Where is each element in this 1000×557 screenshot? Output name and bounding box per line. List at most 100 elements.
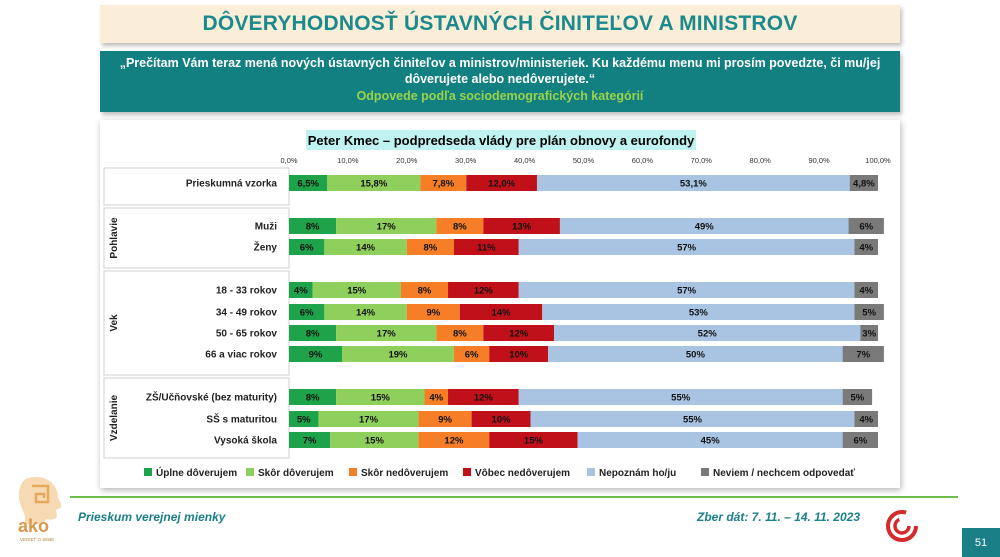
bar-segment [577,432,843,448]
bar-segment [854,411,878,427]
bar-segment [530,411,855,427]
bar-segment [559,218,849,234]
legend-swatch [246,468,254,476]
bar-value-label: 57% [677,286,697,297]
bar-value-label: 8% [453,329,467,340]
bar-segment [860,325,878,341]
bar-value-label: 57% [677,243,697,254]
row-label: SŠ s maturitou [206,413,277,426]
bar-value-label: 7% [303,436,317,447]
bar-segment [336,325,437,341]
bar-segment [542,304,855,320]
bar-value-label: 6% [300,308,314,319]
question-text: „Prečítam Vám teraz mená nových ústavnýc… [119,56,881,86]
legend-swatch [463,468,471,476]
bar-value-label: 49% [695,222,715,233]
bar-segment [327,175,421,191]
bar-value-label: 9% [438,415,452,426]
bar-value-label: 45% [701,436,721,447]
bar-value-label: 15,8% [360,179,387,190]
bar-value-label: 4,8% [853,179,875,190]
bar-segment [289,304,325,320]
bar-value-label: 4% [859,415,873,426]
x-tick-label: 60,0% [632,156,654,165]
bar-value-label: 6% [300,243,314,254]
bar-value-label: 52% [698,329,718,340]
bar-value-label: 17% [377,222,397,233]
x-tick-label: 90,0% [808,156,830,165]
bar-segment [289,346,343,362]
bar-value-label: 8% [423,243,437,254]
x-tick-label: 20,0% [396,156,418,165]
bar-segment [471,411,531,427]
bar-value-label: 4% [429,393,443,404]
bar-segment [854,239,878,255]
bar-segment [848,218,884,234]
legend-label: Nepoznám ho/ju [599,468,676,479]
bar-segment [448,389,519,405]
bar-value-label: 14% [492,308,512,319]
bar-value-label: 6% [465,350,479,361]
chart-title: Peter Kmec – podpredseda vlády pre plán … [306,130,696,150]
bar-segment [289,389,337,405]
bar-value-label: 12% [444,436,464,447]
bar-value-label: 4% [859,243,873,254]
row-label: Prieskumná vzorka [186,179,278,190]
bar-segment [418,411,472,427]
group-box [103,270,290,376]
bar-segment [436,218,484,234]
bar-value-label: 15% [347,286,367,297]
bar-segment [289,175,328,191]
bar-segment [448,282,519,298]
bar-value-label: 7,8% [432,179,454,190]
ako-logo: ako VEDIEŤ O SEBE [18,476,62,542]
legend-swatch [701,468,709,476]
row-label: 66 a viac rokov [205,350,277,361]
bar-value-label: 11% [477,243,496,254]
bar-segment [453,346,490,362]
bar-segment [289,282,313,298]
bar-segment [483,325,555,341]
row-label: ZŠ/Učňovské (bez maturity) [146,391,277,404]
bar-segment [318,411,419,427]
bar-segment [330,432,419,448]
bar-segment [424,389,449,405]
bar-value-label: 7% [856,350,870,361]
bar-value-label: 3% [862,329,876,340]
bar-segment [324,304,407,320]
bar-segment [453,239,519,255]
group-label: Pohlavie [109,217,120,259]
bar-value-label: 17% [359,415,379,426]
bar-segment [289,239,325,255]
bar-value-label: 12,0% [488,179,515,190]
legend-swatch [587,468,595,476]
bar-segment [518,389,843,405]
page-title: DÔVERYHODNOSŤ ÚSTAVNÝCH ČINITEĽOV A MINI… [202,12,798,35]
row-label: 34 - 49 rokov [216,308,278,319]
bar-value-label: 8% [306,222,320,233]
head-silhouette-icon [18,476,62,524]
bar-value-label: 5% [297,415,311,426]
page-number: 51 [962,528,1000,557]
bar-value-label: 5% [862,308,876,319]
bar-segment [324,239,407,255]
x-tick-label: 10,0% [337,156,359,165]
x-tick-label: 80,0% [750,156,772,165]
bar-segment [420,175,467,191]
bar-value-label: 10% [509,350,529,361]
bar-value-label: 55% [683,415,703,426]
bar-segment [548,346,843,362]
bar-segment [289,411,319,427]
logo-text: ako [18,516,49,536]
bar-value-label: 55% [671,393,691,404]
bar-segment [842,432,878,448]
bar-value-label: 12% [474,286,494,297]
bar-value-label: 53% [689,308,709,319]
bar-value-label: 4% [294,286,308,297]
bar-value-label: 12% [509,329,529,340]
bar-value-label: 14% [356,308,376,319]
bar-segment [289,432,331,448]
question-box: „Prečítam Vám teraz mená nových ústavnýc… [100,51,900,112]
bar-segment [289,325,337,341]
